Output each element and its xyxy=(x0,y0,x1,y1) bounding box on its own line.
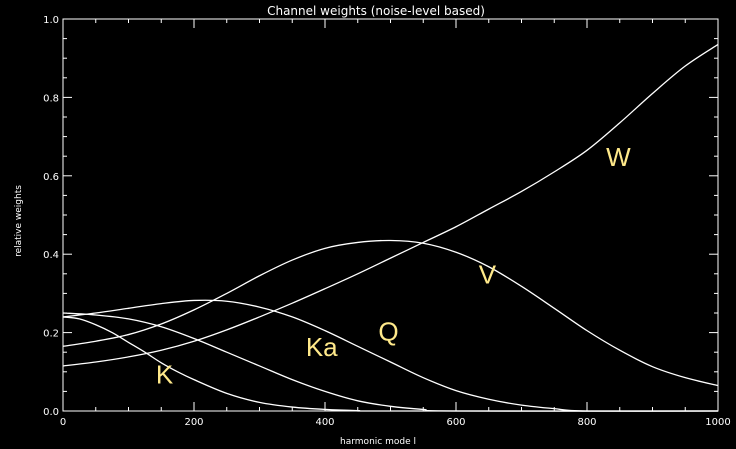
series-lines xyxy=(62,43,719,412)
band-label-q: Q xyxy=(378,316,398,346)
band-label-v: V xyxy=(479,260,497,290)
x-tick-label: 600 xyxy=(446,417,465,428)
x-tick-label: 400 xyxy=(315,417,334,428)
band-label-k: K xyxy=(156,360,174,390)
band-label-ka: Ka xyxy=(306,332,338,362)
y-tick-label: 0.4 xyxy=(43,250,59,261)
series-line-v xyxy=(62,239,719,387)
series-line-k xyxy=(62,316,719,412)
series-line-w xyxy=(62,43,719,367)
y-tick-label: 1.0 xyxy=(43,15,59,26)
x-tick-label: 1000 xyxy=(705,417,730,428)
y-tick-label: 0.2 xyxy=(43,329,59,340)
x-tick-label: 800 xyxy=(577,417,596,428)
y-tick-label: 0.8 xyxy=(43,93,59,104)
x-tick-label: 0 xyxy=(60,417,66,428)
series-line-ka xyxy=(62,312,719,412)
chart-title: Channel weights (noise-level based) xyxy=(267,4,485,18)
series-annotations: K Ka Q V W xyxy=(156,142,631,390)
series-line-q xyxy=(62,299,719,412)
axis-ticks: 0 200 400 600 800 1000 0.0 0.2 0.4 0.6 0.8 1.0 xyxy=(43,15,731,428)
y-tick-label: 0.0 xyxy=(43,407,59,418)
y-axis-label: relative weights xyxy=(14,185,24,257)
x-axis-label: harmonic mode l xyxy=(340,437,416,447)
y-tick-label: 0.6 xyxy=(43,172,59,183)
x-tick-label: 200 xyxy=(184,417,203,428)
band-label-w: W xyxy=(606,142,631,172)
